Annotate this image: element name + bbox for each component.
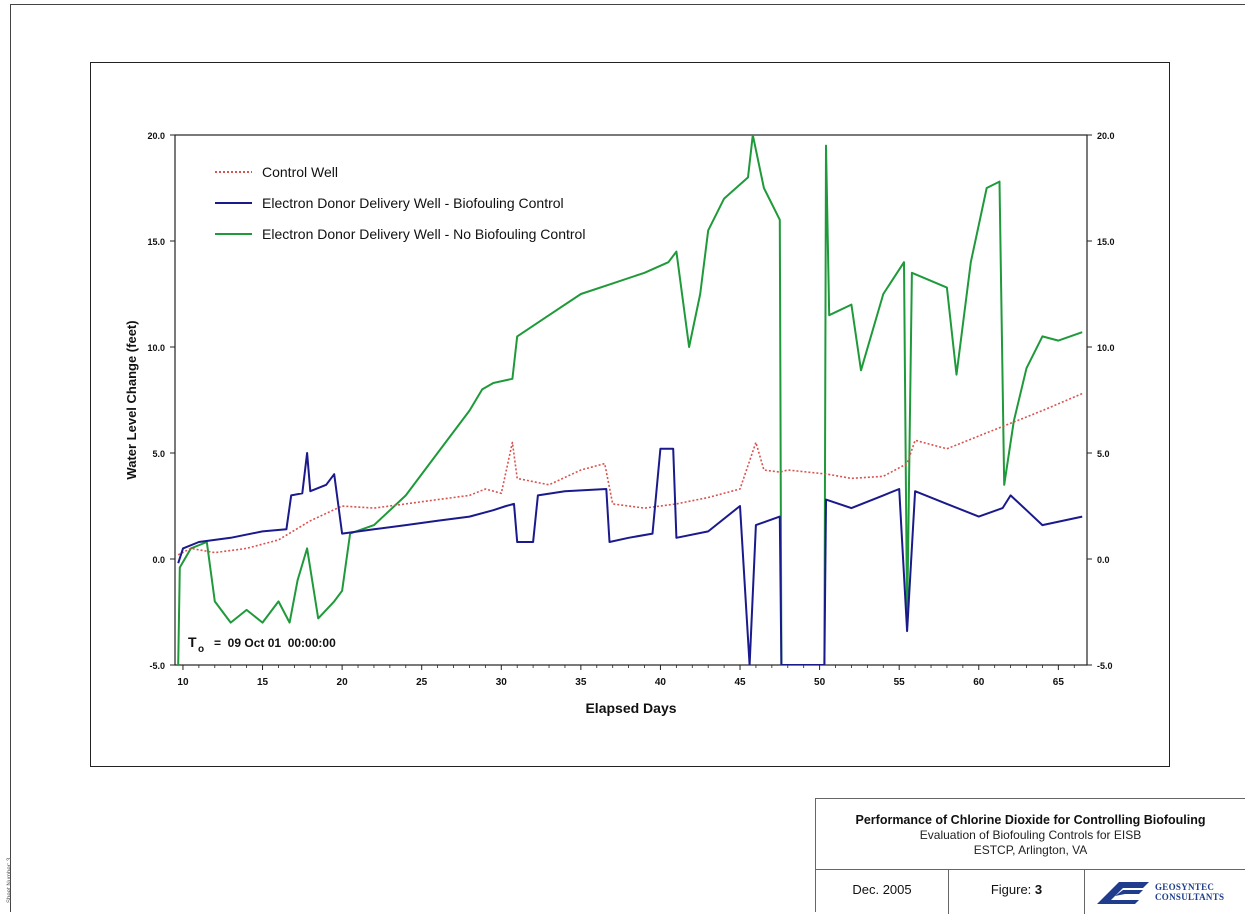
x-tick-label: 20	[337, 677, 349, 688]
t0-text: = 09 Oct 01 00:00:00	[214, 636, 336, 650]
axes-layer: 10 15 20 25 30 35 40 45 50 55 60 65 -5.0 -5.0 0.0 0.0 5.…	[124, 131, 1115, 716]
y-tick-label-left: 5.0	[152, 449, 165, 459]
figure-title: Performance of Chlorine Dioxide for Cont…	[855, 813, 1206, 827]
x-axis-label: Elapsed Days	[585, 700, 676, 716]
figure-number: 3	[1034, 882, 1043, 897]
y-tick-label-right: 10.0	[1097, 343, 1115, 353]
x-tick-label: 65	[1053, 677, 1065, 688]
y-tick-label-left: 0.0	[152, 555, 165, 565]
x-tick-label: 30	[496, 677, 508, 688]
chart-legend: Control Well Electron Donor Delivery Wel…	[215, 164, 585, 242]
series-line-control-well	[177, 392, 1083, 556]
company-logo: GEOSYNTEC CONSULTANTS	[1085, 870, 1245, 914]
x-tick-label: 10	[177, 677, 189, 688]
t0-annotation: T o = 09 Oct 01 00:00:00	[188, 634, 336, 655]
x-tick-label: 60	[973, 677, 985, 688]
legend-label-control: Control Well	[262, 164, 338, 180]
title-block-text: Performance of Chlorine Dioxide for Cont…	[816, 799, 1245, 869]
page-border-left	[10, 4, 11, 912]
legend-label-biofouling-control: Electron Donor Delivery Well - Biofoulin…	[262, 195, 564, 211]
t0-symbol: T	[188, 634, 197, 650]
series-layer	[177, 135, 1083, 665]
x-tick-label: 50	[814, 677, 826, 688]
y-tick-label-right: 5.0	[1097, 449, 1110, 459]
figure-date: Dec. 2005	[816, 870, 949, 914]
logo-line-2: CONSULTANTS	[1155, 892, 1225, 902]
logo-wordmark: GEOSYNTEC CONSULTANTS	[1155, 882, 1224, 902]
figure-subtitle: Evaluation of Biofouling Controls for EI…	[919, 828, 1142, 842]
figure-label: Figure:	[990, 882, 1032, 897]
y-tick-label-left: 10.0	[147, 343, 165, 353]
y-tick-label-right: -5.0	[1097, 661, 1113, 671]
page-border-top	[10, 4, 1245, 5]
figure-number-cell: Figure: 3	[949, 870, 1085, 914]
chart-frame	[90, 62, 1170, 767]
series-line-biofouling-control	[177, 447, 1083, 665]
x-tick-label: 55	[894, 677, 906, 688]
plot-border	[174, 134, 1088, 666]
series-line-no-biofouling-control	[177, 135, 1083, 665]
plot-area	[174, 134, 1088, 666]
x-tick-label: 15	[257, 677, 269, 688]
logo-line-1: GEOSYNTEC	[1155, 882, 1215, 892]
y-axis-label: Water Level Change (feet)	[124, 320, 139, 479]
title-block: Performance of Chlorine Dioxide for Cont…	[815, 798, 1245, 914]
y-tick-label-left: 20.0	[147, 131, 165, 141]
y-tick-label-right: 20.0	[1097, 131, 1115, 141]
x-tick-label: 25	[416, 677, 428, 688]
geosyntec-logo-icon	[1097, 882, 1149, 904]
x-tick-label: 45	[734, 677, 746, 688]
y-tick-label-right: 0.0	[1097, 555, 1110, 565]
title-block-footer: Dec. 2005 Figure: 3 GEOSYNTEC CONSULTANT…	[816, 869, 1245, 914]
y-tick-label-left: -5.0	[149, 661, 165, 671]
x-tick-label: 35	[575, 677, 587, 688]
x-tick-label: 40	[655, 677, 667, 688]
y-tick-label-right: 15.0	[1097, 237, 1115, 247]
t0-subscript: o	[198, 644, 204, 655]
y-tick-label-left: 15.0	[147, 237, 165, 247]
legend-label-no-biofouling-control: Electron Donor Delivery Well - No Biofou…	[262, 226, 585, 242]
figure-location: ESTCP, Arlington, VA	[973, 843, 1088, 857]
